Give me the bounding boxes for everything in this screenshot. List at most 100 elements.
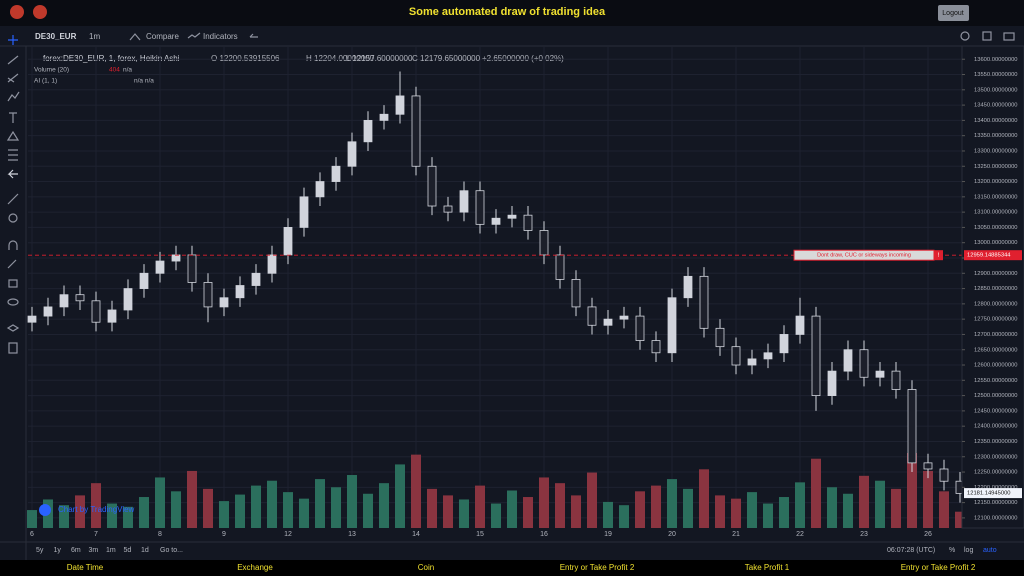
ai-legend: AI (1, 1) [34,78,57,85]
volume-bar [603,501,613,528]
shape-tool[interactable] [6,130,20,141]
back-tool[interactable] [7,169,18,179]
measure-tool[interactable] [7,193,19,205]
volume-legend-na: n/a [123,67,132,74]
drawing-mode-tool[interactable] [7,259,17,269]
x-tick-label: 13 [348,531,356,538]
snapshot-icon[interactable] [1003,32,1015,41]
layers-tool[interactable] [6,324,20,332]
volume-bar [731,498,741,528]
page-title: Some automated draw of trading idea [409,6,606,18]
percent-toggle[interactable]: % [949,547,955,554]
text-tool[interactable] [9,112,17,123]
candle-body [747,358,757,366]
fullscreen-icon[interactable] [982,31,992,41]
left-toolbar [6,35,27,560]
volume-bar [299,498,309,528]
y-tick-label: 12450.00000000 [974,408,1018,414]
zoom-tool[interactable] [8,213,18,223]
clock: 06:07:28 (UTC) [887,547,935,554]
volume-bar [107,503,117,528]
annotation-badge-text: ! [938,253,940,259]
legend-close: C 12179.65000000 [412,54,481,63]
volume-bar [203,488,213,528]
annotation-text: Dont draw, CUC or sideways incoming [817,253,911,259]
y-tick-label: 12700.00000000 [974,332,1018,338]
range-button[interactable]: 1m [106,547,116,554]
y-tick-label: 12600.00000000 [974,363,1018,369]
auto-toggle[interactable]: auto [983,547,997,554]
volume-bar [955,511,965,528]
y-tick-label: 12400.00000000 [974,424,1018,430]
candle-body [571,278,581,308]
volume-bar [491,503,501,528]
range-button[interactable]: 6m [71,547,81,554]
volume-bar [347,475,357,528]
logout-label[interactable]: Logout [942,10,963,17]
watermark[interactable]: Chart by TradingView [58,505,135,514]
candle-body [635,315,645,341]
visibility-tool[interactable] [7,298,19,306]
candle-body [219,297,229,308]
candle-body [267,254,277,274]
candle-body [315,181,325,198]
last-price-box [964,488,1022,499]
volume-bar [283,492,293,528]
candle-body [683,275,693,299]
volume-bar [699,469,709,528]
volume-bar [859,475,869,528]
legend-open: O 12200.53915506 [211,54,280,63]
crosshair-tool[interactable] [8,35,18,45]
settings-icon[interactable] [960,31,970,41]
y-tick-label: 12100.00000000 [974,515,1018,521]
y-tick-label: 13000.00000000 [974,240,1018,246]
x-tick-label: 21 [732,531,740,538]
volume-bar [171,491,181,528]
candle-body [651,340,661,354]
pattern-tool[interactable] [7,91,20,102]
volume-bar [59,505,69,528]
range-button[interactable]: 5y [36,547,44,554]
footer-label: Entry or Take Profit 2 [560,563,635,572]
compare[interactable]: Compare [146,32,179,41]
range-button[interactable]: 3m [89,547,99,554]
indicators-icon [187,32,201,39]
prediction-tool[interactable] [8,149,18,161]
log-toggle[interactable]: log [964,547,973,554]
symbol[interactable]: DE30_EUR [35,32,77,41]
y-tick-label: 13300.00000000 [974,148,1018,154]
indicators[interactable]: Indicators [203,32,238,41]
goto-button[interactable]: Go to... [160,547,183,554]
undo-icon[interactable] [249,33,258,38]
logout-button[interactable] [938,5,969,21]
y-tick-label: 12550.00000000 [974,378,1018,384]
lock-tool[interactable] [8,279,18,288]
volume-bar [411,454,421,528]
volume-bar [219,501,229,528]
trend-line-tool[interactable] [7,55,19,65]
candle-body [827,370,837,396]
y-tick-label: 13450.00000000 [974,103,1018,109]
candle-body [347,141,357,167]
volume-bar [923,470,933,528]
candle-body [251,272,261,286]
y-tick-label: 13550.00000000 [974,72,1018,78]
y-tick-label: 13200.00000000 [974,179,1018,185]
x-tick-label: 15 [476,531,484,538]
volume-bar [379,483,389,528]
candle-body [843,349,853,372]
candle-body [75,294,85,302]
range-button[interactable]: 1y [54,547,62,554]
y-tick-label: 12900.00000000 [974,271,1018,277]
delete-tool[interactable] [8,342,18,354]
candle-body [475,190,485,225]
candle-body [459,190,469,213]
hline-price: 12959.14885344 [967,253,1011,259]
volume-bar [75,495,85,528]
logo [33,5,47,19]
range-button[interactable]: 1d [141,547,149,554]
interval[interactable]: 1m [89,32,100,41]
range-button[interactable]: 5d [124,547,132,554]
magnet-tool[interactable] [8,240,18,250]
fib-tool[interactable] [7,73,19,83]
